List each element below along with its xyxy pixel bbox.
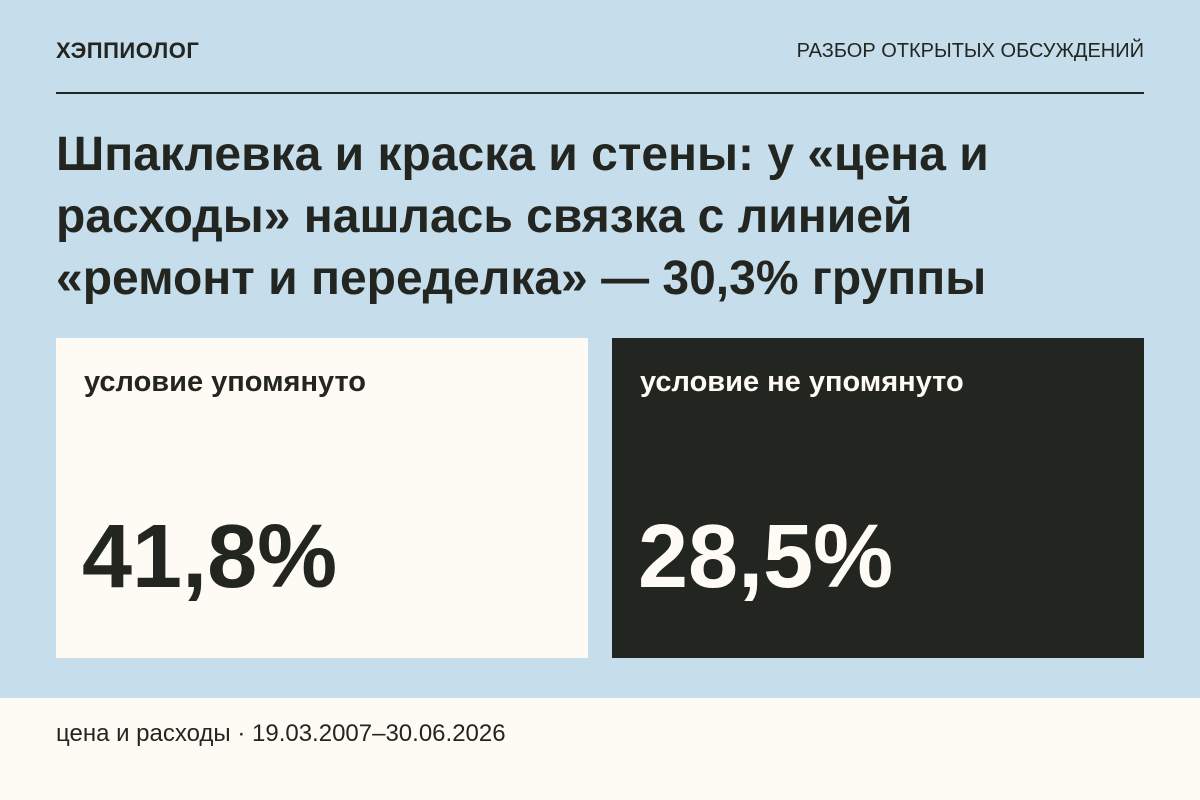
title: Шпаклевка и краска и стены: у «цена и ра… [56,124,989,310]
divider [56,92,1144,94]
card-label: условие упомянуто [84,366,367,398]
card-value: 28,5% [638,507,894,607]
brand: ХЭППИОЛОГ [56,38,200,63]
section-label: РАЗБОР ОТКРЫТЫХ ОБСУЖДЕНИЙ [796,40,1144,62]
footer-text: цена и расходы · 19.03.2007–30.06.2026 [56,720,506,747]
title-line: расходы» нашлась связка с линией [56,190,913,243]
title-line: Шпаклевка и краска и стены: у «цена и [56,128,989,181]
title-line: «ремонт и переделка» — 30,3% группы [56,252,987,305]
footer: цена и расходы · 19.03.2007–30.06.2026 [0,698,1200,800]
card: условие не упомянуто 28,5% [612,338,1144,658]
card: условие упомянуто 41,8% [56,338,588,658]
card-label: условие не упомянуто [640,366,964,398]
card-value: 41,8% [82,507,338,607]
